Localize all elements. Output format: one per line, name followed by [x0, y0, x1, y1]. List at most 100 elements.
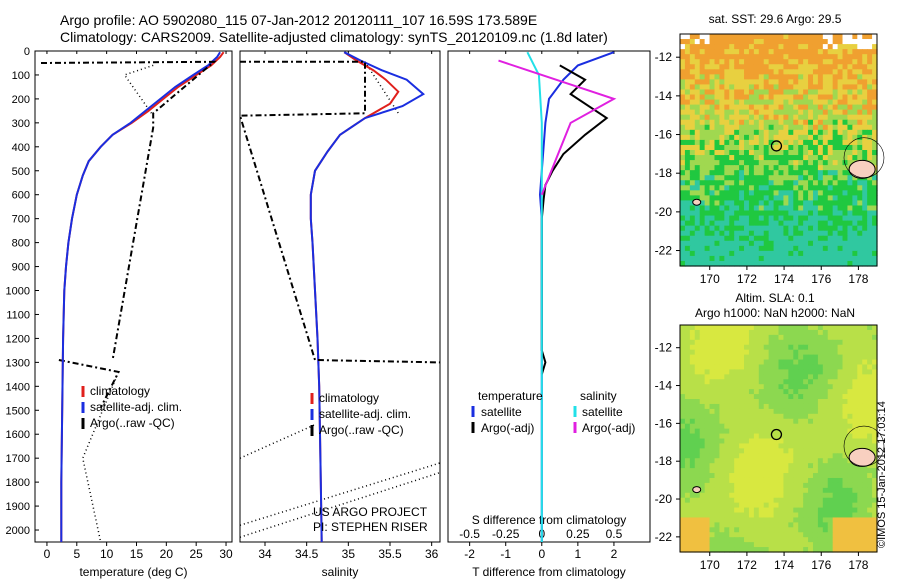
sst_map-cell [793, 250, 799, 257]
sst_map-cell [684, 139, 691, 146]
sst_map-cell [872, 134, 878, 141]
sla_map-cell [808, 532, 814, 538]
sst_map-cell [872, 79, 878, 86]
profile-title: Argo profile: AO 5902080_115 07-Jan-2012… [60, 12, 538, 28]
sst_map-cell [739, 260, 745, 267]
sla_map-cell [817, 443, 824, 449]
sst_map-cell [744, 79, 750, 86]
sst_map-cell [803, 59, 809, 65]
sst_map-cell [773, 220, 780, 227]
sla_map-cell [724, 349, 730, 356]
sst_map-cell [812, 104, 819, 111]
sla_map-cell [704, 482, 711, 489]
sst_map-cell [744, 54, 750, 60]
sla_map-cell [748, 364, 755, 371]
sst_map-cell [709, 79, 716, 86]
sst_map-cell [822, 84, 829, 91]
sla_map-cell [694, 443, 701, 449]
sst_map-cell [689, 225, 696, 232]
sla_map-cell [837, 433, 844, 440]
sla_map-cell [857, 389, 863, 395]
sst_map-cell [812, 155, 819, 161]
sst_map-cell [714, 195, 720, 202]
sst_map-cell [847, 84, 853, 91]
sla_map-cell [734, 477, 740, 484]
sla_map-cell [788, 359, 794, 366]
sst_map-cell [872, 34, 878, 40]
sst_map-cell [684, 185, 691, 191]
sst_map-cell [808, 79, 814, 86]
sla_map-cell [832, 428, 839, 435]
sla_map-ytick-label: -18 [655, 454, 673, 468]
sla_map-cell [827, 537, 834, 543]
sst_map-cell [827, 74, 834, 80]
sst_map-cell [832, 160, 839, 166]
sla_map-cell [842, 443, 849, 449]
sla_map-cell [788, 532, 794, 538]
sla_map-cell [734, 448, 740, 454]
sla_map-cell [704, 359, 711, 366]
sst_map-cell [822, 220, 829, 227]
sst_map-cell [734, 210, 740, 217]
difference-line-0 [538, 51, 615, 542]
sst_map-cell [778, 79, 785, 86]
sla_map-cell [684, 438, 691, 445]
sla_map-cell [867, 532, 873, 538]
sla_map-cell [714, 329, 720, 336]
sst_map-cell [817, 195, 824, 202]
sla_map-cell [709, 433, 716, 440]
sst_map-cell [778, 220, 785, 227]
sst_map-cell [867, 195, 873, 202]
sst_map-cell [827, 180, 834, 186]
sst_map-cell [842, 124, 849, 131]
sst_map-cell [837, 215, 844, 222]
sla_map-cell [808, 384, 814, 390]
sla_map-cell [719, 384, 725, 390]
sla_map-cell [817, 423, 824, 430]
sla_map-cell [680, 542, 686, 548]
sla_map-cell [744, 502, 750, 509]
sla_map-cell [812, 344, 819, 351]
sla_map-cell [694, 369, 701, 375]
sst_map-cell [748, 79, 755, 86]
sla_map-cell [773, 458, 780, 464]
sla_map-cell [778, 458, 785, 464]
sla_map-cell [719, 448, 725, 454]
sst_map-cell [773, 175, 780, 181]
sst_map-cell [817, 124, 824, 131]
sla_map-cell [763, 408, 770, 415]
sst_map-cell [788, 104, 794, 111]
sla_map-cell [783, 334, 789, 341]
sst_map-cell [689, 59, 696, 65]
sst_map-cell [798, 185, 804, 191]
temperature-xtick-tick-label: 30 [219, 547, 233, 561]
sst_map-cell [709, 165, 716, 171]
sst_map-cell [714, 144, 720, 151]
sla_map-cell [862, 325, 868, 331]
sst_map-cell [773, 210, 780, 217]
sst_map-cell [734, 64, 740, 70]
sst_map-cell [783, 89, 789, 96]
sst_map-cell [763, 44, 770, 50]
sst_map-cell [832, 190, 839, 196]
sst_map-cell [812, 59, 819, 65]
sla_map-cell [832, 325, 839, 331]
sst_map-cell [837, 109, 844, 116]
sla_map-cell [699, 537, 706, 543]
sla_map-cell [783, 482, 789, 489]
sst_map-cell [812, 235, 819, 242]
sla_map-cell [832, 542, 839, 548]
sla_map-cell [872, 344, 878, 351]
sla_map-cell [699, 502, 706, 509]
sst_map-cell [783, 119, 789, 126]
sla_map-cell [709, 463, 716, 469]
sla_map-cell [753, 458, 760, 464]
sst_map-cell [744, 245, 750, 252]
sst_map-cell [739, 84, 745, 91]
sla_map-cell [744, 542, 750, 548]
sla_map-cell [827, 542, 834, 548]
sst_map-cell [817, 74, 824, 80]
sst_map-cell [758, 89, 765, 96]
sla_map-cell [753, 522, 760, 528]
sla_map-cell [798, 438, 804, 445]
